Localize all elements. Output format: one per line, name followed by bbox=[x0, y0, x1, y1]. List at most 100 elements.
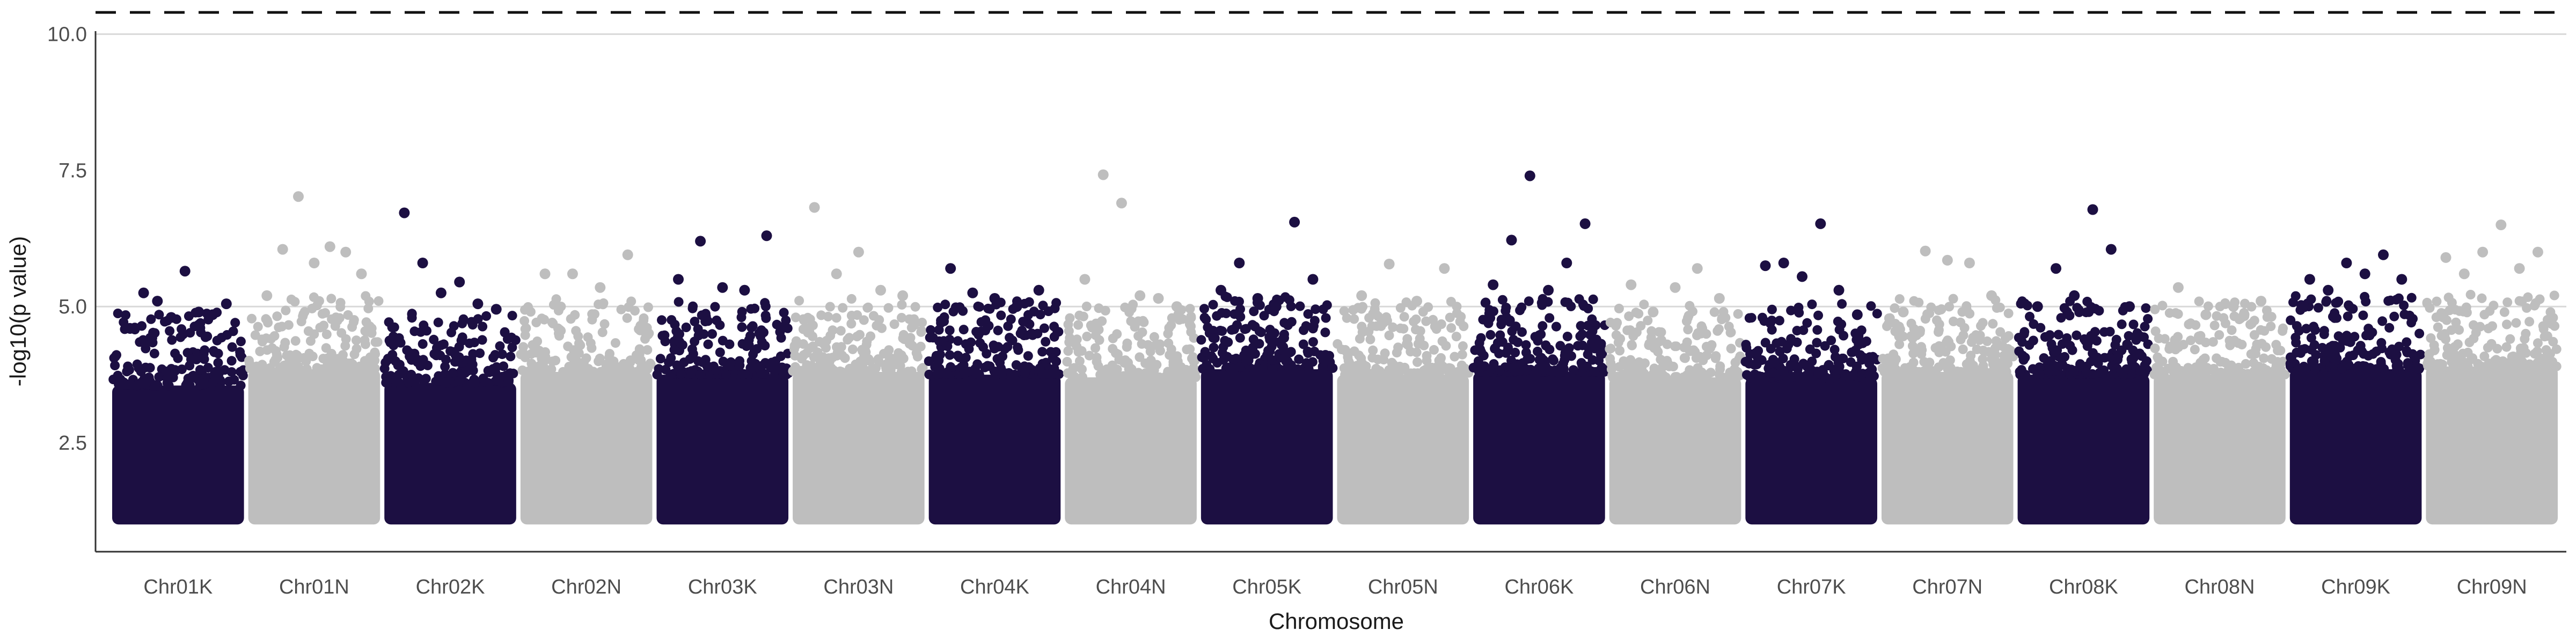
snp-point bbox=[1298, 339, 1308, 349]
snp-point bbox=[788, 366, 798, 376]
snp-point bbox=[1123, 357, 1133, 368]
snp-point bbox=[2203, 301, 2213, 311]
snp-point bbox=[2535, 294, 2545, 304]
peak-point bbox=[454, 276, 465, 288]
snp-point bbox=[2057, 339, 2067, 349]
snp-point bbox=[681, 323, 691, 332]
snp-point bbox=[315, 323, 325, 333]
snp-point bbox=[2338, 336, 2348, 346]
peak-point bbox=[2532, 246, 2543, 258]
snp-point bbox=[1196, 335, 1206, 345]
snp-point bbox=[737, 306, 747, 317]
snp-point bbox=[1062, 357, 1072, 367]
snp-point bbox=[1457, 349, 1467, 360]
snp-point bbox=[1344, 357, 1355, 368]
snp-point bbox=[299, 306, 310, 317]
snp-point bbox=[1798, 358, 1809, 369]
snp-point bbox=[334, 313, 345, 323]
snp-point bbox=[855, 330, 865, 340]
snp-point bbox=[2029, 319, 2039, 329]
snp-point bbox=[1126, 316, 1136, 326]
snp-point bbox=[940, 299, 950, 310]
snp-point bbox=[2251, 344, 2261, 354]
snp-point bbox=[872, 320, 882, 331]
snp-point bbox=[1919, 366, 1929, 376]
snp-point bbox=[1415, 334, 1425, 343]
snp-point bbox=[202, 331, 213, 341]
snp-point bbox=[1133, 331, 1144, 341]
snp-point bbox=[2046, 339, 2057, 349]
peak-point bbox=[2304, 274, 2315, 285]
snp-point bbox=[1445, 312, 1455, 323]
peak-point bbox=[1626, 279, 1637, 290]
snp-point bbox=[1413, 357, 1422, 367]
snp-point bbox=[1958, 330, 1968, 340]
snp-point bbox=[2429, 345, 2440, 355]
snp-point bbox=[2150, 326, 2161, 336]
snp-point bbox=[2317, 343, 2328, 353]
snp-point bbox=[2241, 359, 2251, 369]
snp-point bbox=[2538, 324, 2549, 334]
snp-point bbox=[828, 325, 838, 335]
snp-point bbox=[2025, 311, 2035, 321]
snp-point bbox=[737, 339, 748, 349]
snp-point bbox=[2139, 332, 2149, 342]
snp-point bbox=[2186, 335, 2196, 346]
snp-point bbox=[1545, 313, 1555, 323]
snp-point bbox=[1914, 297, 1924, 308]
snp-point bbox=[2306, 345, 2316, 355]
snp-point bbox=[382, 378, 391, 388]
snp-point bbox=[1605, 317, 1615, 327]
snp-point bbox=[1392, 348, 1402, 358]
snp-point bbox=[2322, 296, 2332, 306]
snp-point bbox=[286, 294, 296, 304]
snp-point bbox=[1614, 362, 1624, 372]
snp-point bbox=[1235, 304, 1245, 314]
snp-point bbox=[497, 349, 507, 360]
snp-point bbox=[1275, 364, 1285, 374]
snp-point bbox=[1163, 338, 1174, 348]
snp-point bbox=[1792, 326, 1802, 336]
snp-point bbox=[531, 317, 541, 327]
snp-point bbox=[2225, 340, 2235, 350]
snp-point bbox=[2549, 290, 2559, 301]
snp-point bbox=[1418, 307, 1428, 317]
snp-point bbox=[737, 322, 747, 332]
snp-point bbox=[1523, 354, 1533, 364]
peak-point bbox=[761, 230, 772, 241]
snp-point bbox=[1208, 299, 1218, 310]
snp-point bbox=[1163, 328, 1173, 339]
snp-point bbox=[2174, 370, 2184, 380]
snp-point bbox=[455, 376, 465, 386]
peak-point bbox=[989, 293, 1000, 304]
snp-point bbox=[2402, 347, 2412, 357]
snp-point bbox=[1228, 354, 1238, 364]
snp-point bbox=[816, 310, 826, 320]
peak-point bbox=[2228, 301, 2239, 312]
snp-point bbox=[1434, 355, 1444, 365]
snp-point bbox=[188, 371, 198, 380]
snp-point bbox=[237, 352, 247, 362]
snp-point bbox=[1558, 364, 1569, 374]
peak-point bbox=[1097, 169, 1109, 180]
snp-point bbox=[1470, 345, 1480, 355]
chromosome-series-chr01n bbox=[244, 191, 384, 525]
snp-point bbox=[121, 310, 131, 320]
snp-point bbox=[2128, 319, 2139, 330]
snp-point bbox=[2140, 321, 2150, 332]
snp-point bbox=[320, 308, 330, 318]
snp-point bbox=[1254, 326, 1264, 336]
chromosome-series-chr03k bbox=[652, 230, 793, 525]
snp-point bbox=[1594, 355, 1604, 365]
snp-point bbox=[1852, 361, 1862, 371]
snp-point bbox=[1452, 302, 1462, 312]
snp-point bbox=[916, 327, 926, 337]
snp-point bbox=[2208, 365, 2219, 376]
snp-point bbox=[2353, 345, 2363, 355]
snp-point bbox=[2392, 360, 2402, 370]
snp-point bbox=[506, 352, 516, 362]
snp-point bbox=[1151, 340, 1161, 350]
snp-point bbox=[1646, 326, 1657, 336]
snp-point bbox=[607, 358, 617, 369]
snp-point bbox=[1287, 363, 1298, 374]
